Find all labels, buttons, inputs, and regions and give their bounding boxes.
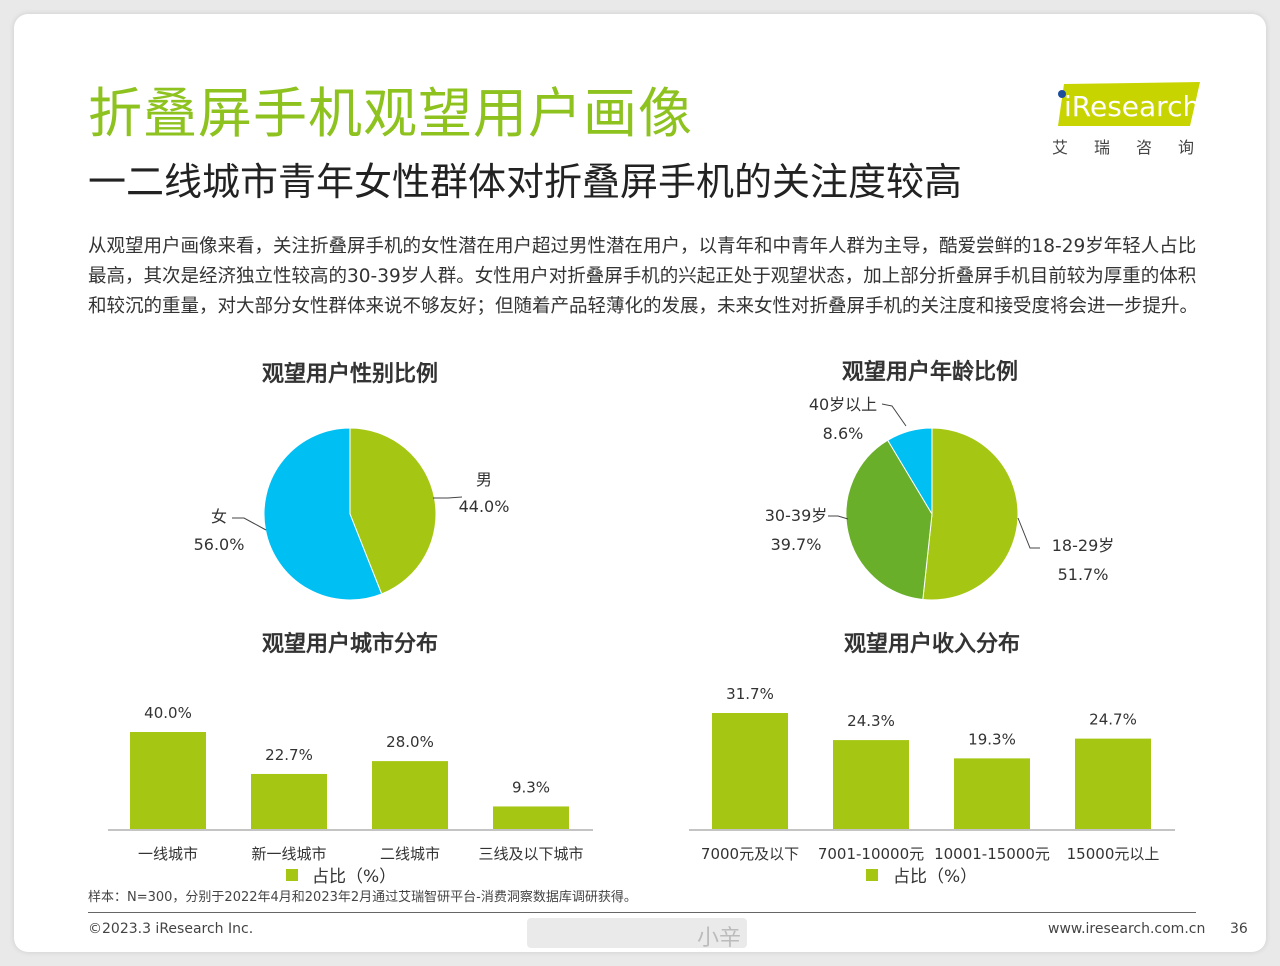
- income-category-label: 15000元以上: [1067, 845, 1160, 863]
- pie-slice-40plus: [887, 427, 933, 516]
- income-bar: [833, 740, 909, 829]
- city-category-label: 三线及以下城市: [478, 845, 583, 863]
- income-value-label: 19.3%: [968, 730, 1016, 748]
- income-value-label: 24.7%: [1089, 711, 1137, 729]
- city-bar: [130, 732, 206, 829]
- age-label-30-39: 30-39岁: [765, 506, 828, 525]
- city-bars: 40.0% 一线城市 22.7% 新一线城市 28.0% 二线城市 9.3% 三线及以下城市: [130, 704, 584, 863]
- city-bar: [493, 806, 569, 829]
- page-number: 36: [1230, 921, 1248, 937]
- age-value-40plus: 8.6%: [823, 424, 864, 443]
- page-subtitle: 一二线城市青年女性群体对折叠屏手机的关注度较高: [88, 160, 963, 204]
- sample-note: 样本：N=300，分别于2022年4月和2023年2月通过艾瑞智研平台-消费洞察…: [88, 890, 637, 905]
- city-legend-label: 占比（%）: [312, 867, 396, 887]
- city-value-label: 9.3%: [512, 778, 550, 796]
- gender-label-female: 女: [211, 507, 227, 526]
- age-value-18-29: 51.7%: [1058, 565, 1109, 584]
- gender-value-female: 56.0%: [194, 535, 245, 554]
- pie-slice-30-39: [845, 439, 933, 601]
- logo-text: iResearch: [1064, 90, 1200, 123]
- income-bar: [1075, 738, 1151, 829]
- income-bar: [954, 758, 1030, 829]
- income-value-label: 31.7%: [726, 685, 774, 703]
- income-legend-swatch: [866, 869, 878, 881]
- city-chart-title: 观望用户城市分布: [262, 631, 438, 657]
- city-bar: [251, 773, 327, 829]
- age-label-40plus: 40岁以上: [809, 395, 877, 414]
- city-bar: [372, 761, 448, 829]
- income-category-label: 10001-15000元: [934, 845, 1050, 863]
- city-value-label: 28.0%: [386, 733, 434, 751]
- city-category-label: 一线城市: [138, 845, 198, 863]
- city-value-label: 40.0%: [144, 704, 192, 722]
- gender-pie: [263, 427, 437, 601]
- city-category-label: 新一线城市: [251, 845, 326, 863]
- income-bar: [712, 713, 788, 829]
- pie-slice-18-29: [922, 427, 1019, 601]
- iresearch-logo: iResearch: [1058, 82, 1200, 126]
- age-pie: [845, 427, 1019, 601]
- description: 从观望用户画像来看，关注折叠屏手机的女性潜在用户超过男性潜在用户，以青年和中青年…: [88, 236, 1199, 317]
- age-leader-30-39: [828, 515, 849, 520]
- footer-divider: [88, 912, 1196, 913]
- income-bars: 31.7% 7000元及以下 24.3% 7001-10000元 19.3% 10001-…: [701, 685, 1159, 863]
- age-value-30-39: 39.7%: [771, 535, 822, 554]
- gender-leader-male: [433, 496, 463, 499]
- watermark-text: 小辛: [696, 926, 741, 951]
- page-title: 折叠屏手机观望用户画像: [88, 82, 693, 145]
- gender-chart-title: 观望用户性别比例: [262, 361, 438, 387]
- income-value-label: 24.3%: [847, 712, 895, 730]
- age-label-18-29: 18-29岁: [1052, 536, 1115, 555]
- city-category-label: 二线城市: [380, 845, 440, 863]
- income-legend-label: 占比（%）: [893, 867, 977, 887]
- slide: [14, 14, 1266, 952]
- income-category-label: 7001-10000元: [818, 845, 924, 863]
- gender-label-male: 男: [476, 470, 492, 489]
- income-category-label: 7000元及以下: [701, 845, 799, 863]
- age-chart-title: 观望用户年龄比例: [842, 359, 1018, 385]
- age-leader-18-29: [1017, 517, 1040, 549]
- gender-leader-female: [232, 517, 267, 531]
- website-link[interactable]: www.iresearch.com.cn: [1048, 921, 1206, 937]
- city-value-label: 22.7%: [265, 746, 313, 764]
- watermark: 小辛: [527, 918, 747, 951]
- gender-value-male: 44.0%: [459, 497, 510, 516]
- income-chart-title: 观望用户收入分布: [844, 631, 1020, 657]
- copyright: ©2023.3 iResearch Inc.: [88, 921, 254, 937]
- age-leader-40plus: [881, 403, 907, 427]
- logo-cn-text: 艾瑞咨询: [1052, 138, 1221, 157]
- city-legend-swatch: [286, 869, 298, 881]
